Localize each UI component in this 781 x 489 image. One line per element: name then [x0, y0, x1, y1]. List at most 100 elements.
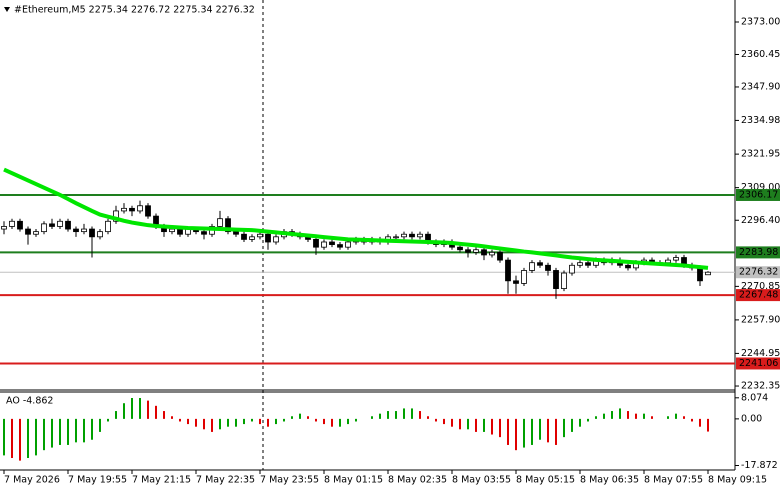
candle-body: [545, 264, 551, 271]
candle-body: [521, 270, 527, 284]
y-tick-label: 2360.45: [741, 49, 780, 60]
level-label: 2267.48: [739, 290, 778, 301]
candle-body: [273, 236, 279, 243]
candle-body: [417, 233, 423, 238]
y-tick-label: 2244.95: [741, 348, 780, 359]
candle-body: [25, 228, 31, 235]
level-label: 2241.06: [739, 358, 778, 369]
y-tick-label: 2321.95: [741, 149, 780, 160]
x-tick-label: 8 May 09:15: [708, 475, 767, 486]
level-box: [736, 246, 780, 259]
candle-body: [401, 233, 407, 238]
candle-body: [465, 249, 471, 253]
y-tick-label: 2309.00: [741, 182, 780, 193]
y-tick-label: 2296.40: [741, 215, 780, 226]
candle-body: [17, 220, 23, 230]
candle-body: [57, 220, 63, 227]
candle-body: [33, 231, 39, 235]
candle-body: [225, 218, 231, 233]
symbol-icon: [4, 7, 10, 12]
candle-body: [9, 220, 15, 227]
candle-body: [233, 231, 239, 235]
y-tick-label: 2257.90: [741, 314, 780, 325]
candle-body: [265, 233, 271, 243]
candle-body: [201, 231, 207, 235]
candle-body: [529, 262, 535, 271]
x-tick-label: 8 May 02:35: [388, 475, 447, 486]
candle-body: [705, 271, 711, 276]
candle-body: [249, 236, 255, 240]
candle-body: [489, 251, 495, 256]
candle-body: [497, 251, 503, 261]
candle-body: [169, 228, 175, 233]
x-tick-label: 8 May 05:15: [516, 475, 575, 486]
candle-body: [129, 207, 135, 212]
candle-body: [1, 226, 7, 230]
candle-body: [569, 264, 575, 274]
chart-title: #Ethereum,M5 2275.34 2276.72 2275.34 227…: [14, 5, 255, 16]
candle-body: [105, 220, 111, 233]
x-tick-label: 7 May 23:55: [260, 475, 319, 486]
candle-body: [345, 241, 351, 248]
x-tick-label: 7 May 22:35: [196, 475, 255, 486]
x-tick-label: 8 May 07:55: [644, 475, 703, 486]
level-box: [736, 188, 780, 201]
candle-body: [409, 233, 415, 238]
y-tick-label: 2347.90: [741, 81, 780, 92]
y-tick-label: 2270.85: [741, 281, 780, 292]
y-tick-label: 2373.00: [741, 16, 780, 27]
y-tick-label: 0.00: [741, 413, 762, 424]
candle-body: [329, 241, 335, 245]
candle-body: [393, 236, 399, 239]
candle-body: [217, 218, 223, 227]
candle-body: [145, 205, 151, 217]
candle-body: [577, 262, 583, 266]
y-tick-label: 8.074: [741, 392, 768, 403]
candle-body: [505, 259, 511, 282]
x-tick-label: 8 May 01:15: [324, 475, 383, 486]
candle-body: [537, 262, 543, 266]
candle-body: [585, 262, 591, 266]
last-price-box: [736, 266, 780, 279]
candle-body: [41, 223, 47, 233]
candle-body: [457, 246, 463, 251]
candle-body: [321, 241, 327, 248]
x-tick-label: 8 May 06:35: [580, 475, 639, 486]
candle-body: [313, 239, 319, 248]
candle-body: [97, 231, 103, 238]
candle-body: [561, 272, 567, 289]
level-label: 2283.98: [739, 247, 778, 258]
candle-body: [481, 249, 487, 256]
x-tick-label: 7 May 2026: [4, 475, 60, 486]
candle-body: [697, 267, 703, 282]
x-tick-label: 7 May 21:15: [132, 475, 191, 486]
indicator-title: AO -4.862: [6, 396, 53, 407]
candle-body: [81, 228, 87, 233]
candle-body: [137, 205, 143, 212]
level-box: [736, 289, 780, 302]
x-tick-label: 8 May 03:55: [452, 475, 511, 486]
candle-body: [513, 280, 519, 284]
candle-body: [257, 233, 263, 238]
level-label: 2306.17: [739, 189, 778, 200]
level-box: [736, 357, 780, 370]
candle-body: [89, 228, 95, 238]
moving-average: [3, 167, 709, 270]
y-tick-label: 2232.35: [741, 381, 780, 392]
candle-body: [665, 259, 671, 264]
candle-body: [65, 220, 71, 230]
candle-body: [73, 228, 79, 233]
y-tick-label: 2334.98: [741, 115, 780, 126]
x-tick-label: 7 May 19:55: [68, 475, 127, 486]
candle-body: [673, 257, 679, 261]
candle-body: [337, 244, 343, 248]
candle-body: [553, 270, 559, 289]
candle-body: [473, 249, 479, 253]
candle-body: [625, 264, 631, 269]
candle-body: [121, 207, 127, 212]
candle-body: [241, 233, 247, 240]
candle-body: [49, 223, 55, 227]
last-price-label: 2276.32: [739, 267, 778, 278]
